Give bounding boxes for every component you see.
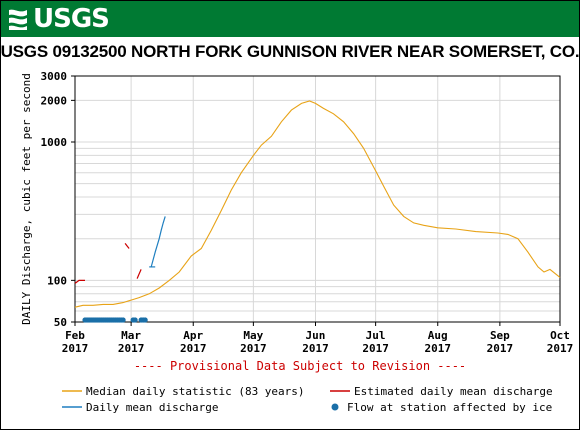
x-tick-year: 2017 bbox=[302, 342, 329, 355]
x-tick-year: 2017 bbox=[547, 342, 574, 355]
x-tick-year: 2017 bbox=[62, 342, 89, 355]
usgs-banner: USGS bbox=[1, 1, 579, 37]
legend-swatch-marker bbox=[331, 403, 339, 411]
provisional-annotation: ---- Provisional Data Subject to Revisio… bbox=[134, 359, 466, 373]
x-tick-month: Aug bbox=[428, 329, 448, 342]
y-tick-label: 2000 bbox=[41, 94, 68, 107]
usgs-logo[interactable]: USGS bbox=[7, 4, 110, 34]
y-axis: 50 100 1000 2000 3000 bbox=[41, 70, 75, 329]
ice-markers bbox=[82, 317, 148, 323]
x-tick-month: Sep bbox=[490, 329, 510, 342]
chart-title: USGS 09132500 NORTH FORK GUNNISON RIVER … bbox=[0, 42, 580, 61]
y-axis-label: DAILY Discharge, cubic feet per second bbox=[20, 73, 33, 325]
legend-label: Median daily statistic (83 years) bbox=[86, 385, 305, 398]
x-tick-year: 2017 bbox=[240, 342, 267, 355]
x-tick-month: May bbox=[243, 329, 263, 342]
median-series-line bbox=[74, 100, 561, 308]
ice-marker bbox=[142, 317, 148, 323]
x-tick-year: 2017 bbox=[424, 342, 451, 355]
x-tick-month: Feb bbox=[65, 329, 85, 342]
grid-lines bbox=[74, 76, 561, 322]
estimated-series-line bbox=[124, 243, 130, 249]
x-tick-month: Apr bbox=[183, 329, 203, 342]
estimated-series-line bbox=[74, 279, 85, 284]
legend: Median daily statistic (83 years) Estimat… bbox=[62, 385, 553, 414]
plot-area bbox=[74, 75, 561, 323]
y-tick-label: 1000 bbox=[41, 136, 68, 149]
x-tick-year: 2017 bbox=[180, 342, 207, 355]
ice-marker bbox=[120, 317, 126, 323]
x-tick-year: 2017 bbox=[118, 342, 145, 355]
legend-label: Daily mean discharge bbox=[86, 401, 218, 414]
x-tick-month: Jun bbox=[306, 329, 326, 342]
y-tick-label: 3000 bbox=[41, 70, 68, 83]
x-axis: Feb2017Mar2017Apr2017May2017Jun2017Jul20… bbox=[62, 322, 574, 355]
usgs-logo-text: USGS bbox=[33, 4, 110, 34]
x-tick-month: Mar bbox=[121, 329, 141, 342]
series-layer bbox=[74, 100, 561, 308]
y-tick-label: 50 bbox=[54, 316, 67, 329]
y-tick-label: 100 bbox=[47, 274, 67, 287]
x-tick-month: Jul bbox=[366, 329, 386, 342]
estimated-series-line bbox=[136, 269, 142, 279]
x-tick-month: Oct bbox=[550, 329, 570, 342]
legend-label: Estimated daily mean discharge bbox=[354, 385, 553, 398]
x-tick-year: 2017 bbox=[487, 342, 514, 355]
ice-marker bbox=[132, 317, 138, 323]
x-tick-year: 2017 bbox=[362, 342, 389, 355]
daily-series-line bbox=[150, 216, 166, 268]
legend-label: Flow at station affected by ice bbox=[347, 401, 552, 414]
usgs-logo-icon bbox=[9, 9, 27, 30]
